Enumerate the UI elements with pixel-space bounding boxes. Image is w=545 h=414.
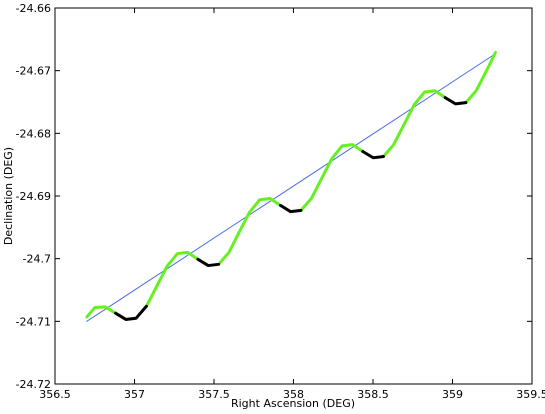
y-axis-label: Declination (DEG) <box>2 147 15 245</box>
y-tick-label: -24.68 <box>16 127 51 140</box>
x-tick-label: 356.5 <box>39 388 71 401</box>
y-tick-label: -24.72 <box>16 378 51 391</box>
x-tick-label: 359 <box>442 388 463 401</box>
y-tick-label: -24.67 <box>16 65 51 78</box>
x-tick-label: 357 <box>124 388 145 401</box>
plot-frame <box>54 7 533 385</box>
y-tick-label: -24.66 <box>16 2 51 15</box>
x-tick-label: 358 <box>283 388 304 401</box>
y-tick-label: -24.71 <box>16 315 51 328</box>
y-tick-label: -24.7 <box>23 253 51 266</box>
line-series <box>85 50 497 319</box>
line-series <box>86 53 496 322</box>
y-tick-label: -24.69 <box>16 190 51 203</box>
x-axis-label: Right Ascension (DEG) <box>231 397 355 410</box>
x-tick-label: 358.5 <box>357 388 389 401</box>
x-tick-label: 359.5 <box>516 388 545 401</box>
line-series <box>114 96 468 321</box>
x-tick-label: 357.5 <box>198 388 230 401</box>
